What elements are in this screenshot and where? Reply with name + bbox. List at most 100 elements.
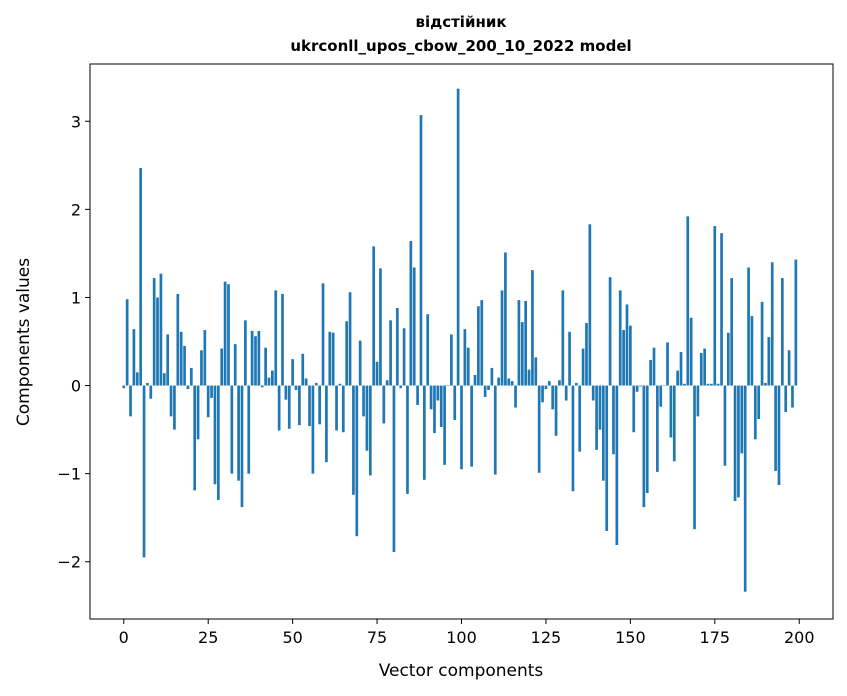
bar — [159, 273, 163, 386]
bar — [632, 385, 636, 433]
bar — [429, 385, 433, 410]
bar — [507, 378, 511, 386]
bar — [314, 382, 318, 386]
bar — [271, 370, 274, 386]
bar — [581, 348, 585, 386]
bar — [264, 347, 267, 386]
bar — [531, 270, 534, 386]
bar — [544, 385, 548, 390]
bar — [473, 374, 477, 386]
bar — [618, 290, 622, 386]
bar — [203, 330, 207, 386]
x-tick-label: 25 — [198, 628, 218, 647]
bar — [767, 337, 771, 386]
bar — [419, 115, 423, 386]
bar — [301, 353, 305, 386]
bar — [649, 360, 652, 386]
bar — [693, 385, 696, 530]
bar — [423, 385, 426, 480]
bar — [537, 385, 541, 473]
bar — [497, 377, 500, 386]
bar — [470, 385, 473, 467]
bar — [598, 385, 602, 430]
bar — [716, 383, 720, 386]
bar — [240, 385, 244, 508]
bar — [237, 385, 240, 481]
bar — [794, 259, 798, 386]
bar — [477, 306, 480, 386]
bar — [726, 332, 730, 386]
bar — [443, 385, 446, 465]
y-tick-label: −2 — [57, 553, 81, 572]
bar — [169, 385, 173, 417]
bar — [375, 361, 379, 386]
bar — [395, 308, 399, 386]
x-tick-label: 50 — [282, 628, 302, 647]
bar — [196, 385, 200, 440]
bar — [561, 290, 565, 386]
bar — [284, 385, 288, 400]
x-tick-label: 175 — [700, 628, 731, 647]
bar — [460, 385, 463, 470]
bar — [149, 385, 153, 399]
bar — [720, 233, 723, 386]
bar — [335, 385, 338, 431]
bar — [504, 252, 507, 386]
bar — [656, 385, 659, 472]
bar — [480, 300, 484, 386]
bar — [645, 385, 649, 494]
bar — [710, 383, 713, 386]
bar — [541, 385, 544, 403]
bar — [382, 385, 386, 424]
bar — [260, 385, 264, 388]
bar — [257, 330, 261, 386]
bar — [341, 385, 345, 433]
bar — [784, 385, 788, 412]
bar — [568, 331, 571, 386]
bar — [436, 385, 440, 401]
bar — [328, 331, 332, 386]
x-tick-label: 125 — [531, 628, 562, 647]
bar — [406, 385, 409, 494]
y-axis-ticks: −2 −1 0 1 2 3 — [57, 112, 90, 572]
bar — [747, 267, 750, 386]
bar — [588, 224, 592, 386]
bar — [368, 385, 372, 476]
bar — [676, 370, 679, 386]
bar — [500, 290, 504, 386]
x-tick-label: 100 — [446, 628, 477, 647]
bar — [463, 329, 467, 386]
bar — [250, 330, 254, 386]
bar — [453, 385, 457, 420]
bar — [189, 367, 193, 386]
bar — [125, 299, 129, 386]
x-tick-label: 75 — [367, 628, 387, 647]
x-axis-ticks: 0 25 50 75 100 125 150 175 200 — [119, 619, 815, 647]
bar — [139, 167, 143, 386]
bar — [176, 293, 180, 386]
bar — [156, 297, 159, 386]
bar — [146, 382, 149, 386]
bar — [743, 385, 747, 592]
bar — [791, 385, 794, 408]
bar — [338, 383, 342, 386]
bar — [456, 88, 460, 386]
bar — [683, 383, 686, 386]
bar — [416, 385, 419, 405]
bar — [142, 385, 146, 558]
bar — [213, 385, 217, 485]
bar — [490, 367, 494, 386]
bar — [233, 344, 237, 386]
bar — [129, 385, 132, 417]
y-tick-label: 3 — [71, 112, 81, 131]
x-tick-label: 150 — [615, 628, 646, 647]
bar — [679, 352, 683, 386]
y-tick-label: 2 — [71, 200, 81, 219]
x-tick-label: 0 — [119, 628, 129, 647]
bar — [635, 385, 639, 392]
bar — [764, 382, 767, 386]
bar — [247, 385, 251, 474]
bar — [527, 369, 531, 386]
bar — [699, 352, 703, 386]
